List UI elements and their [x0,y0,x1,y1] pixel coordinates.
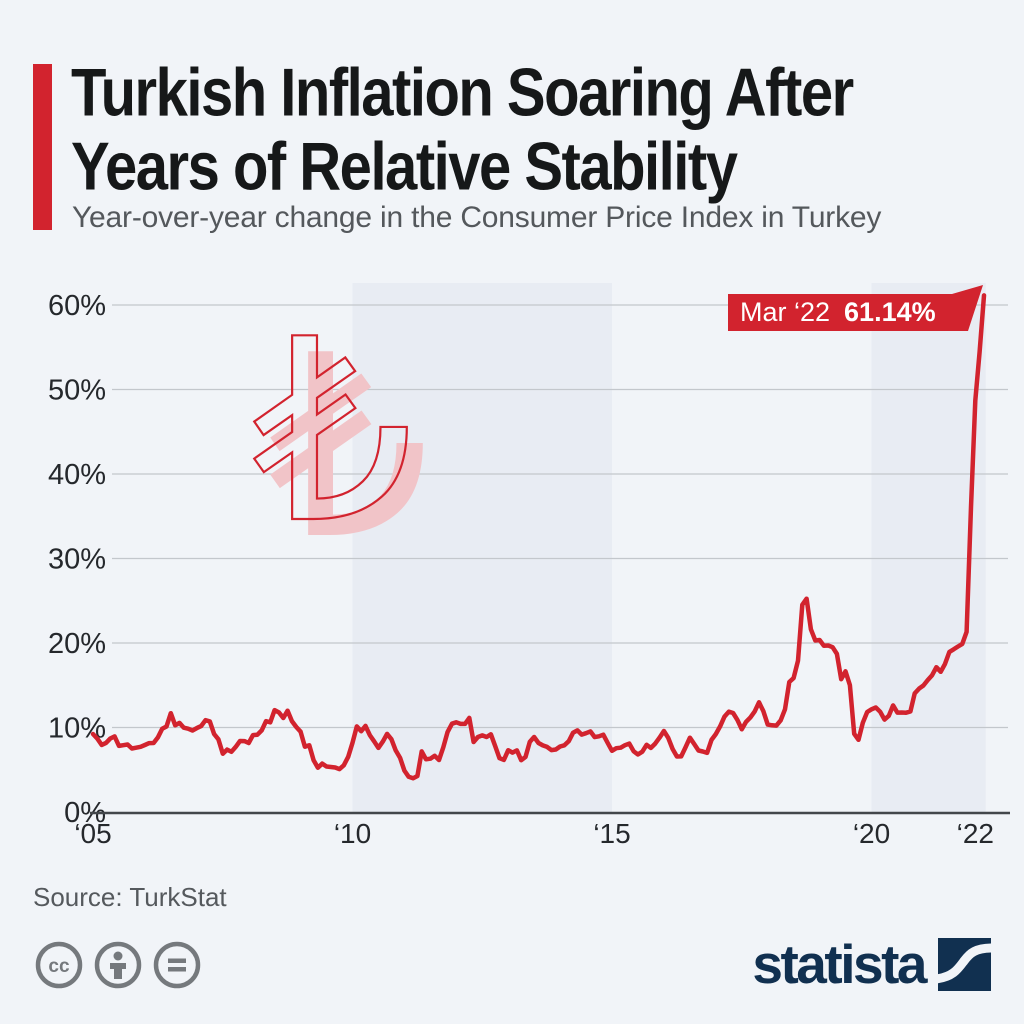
annotation-flag [728,285,983,331]
x-tick-label: ‘05 [74,818,111,849]
y-tick-label: 50% [48,375,106,407]
x-tick-label: ‘10 [334,818,371,849]
gridlines [112,304,1008,729]
shaded-band [352,283,612,812]
inflation-line-series [90,293,987,781]
lira-watermark-outline: ₺ [253,292,413,573]
chart-subtitle: Year-over-year change in the Consumer Pr… [72,201,882,234]
y-tick-label: 20% [48,628,106,660]
shaded-band [871,283,986,812]
svg-text:cc: cc [48,956,70,977]
license-badges: cc [35,941,201,989]
peak-annotation: Mar ‘22 61.14% [728,285,983,331]
cc-icon[interactable]: cc [35,941,83,989]
plot-shaded-bands [352,283,986,812]
annotation-date: Mar ‘22 [740,297,830,327]
statista-logo-mark [938,937,991,991]
x-tick-label: ‘20 [853,818,890,849]
x-axis-labels: ‘05 ‘10 ‘15 ‘20 ‘22 [74,818,994,849]
y-tick-label: 40% [48,459,106,491]
x-tick-label: ‘15 [593,818,630,849]
x-tick-label: ‘22 [957,818,994,849]
statista-logo[interactable]: statista [752,936,991,992]
no-derivatives-icon[interactable] [153,941,201,989]
y-axis-labels: 0%10%20%30%40%50%60% [48,290,106,829]
attribution-icon[interactable] [94,941,142,989]
lira-watermark: ₺ ₺ [252,291,429,589]
annotation-text: Mar ‘22 61.14% [740,297,936,327]
annotation-value: 61.14% [844,297,936,327]
statista-logo-text: statista [752,933,927,995]
chart-title: Turkish Inflation Soaring After Years of … [71,54,854,205]
y-tick-label: 60% [48,290,106,322]
source-note: Source: TurkStat [33,882,227,912]
title-line-1: Turkish Inflation Soaring After [71,54,854,131]
title-accent-bar [33,64,52,230]
lira-watermark-shadow: ₺ [269,308,429,589]
title-line-2: Years of Relative Stability [71,128,738,205]
y-tick-label: 30% [48,544,106,576]
